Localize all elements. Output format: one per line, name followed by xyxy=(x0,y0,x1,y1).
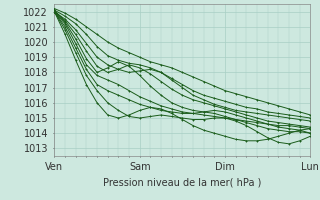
X-axis label: Pression niveau de la mer( hPa ): Pression niveau de la mer( hPa ) xyxy=(103,178,261,188)
